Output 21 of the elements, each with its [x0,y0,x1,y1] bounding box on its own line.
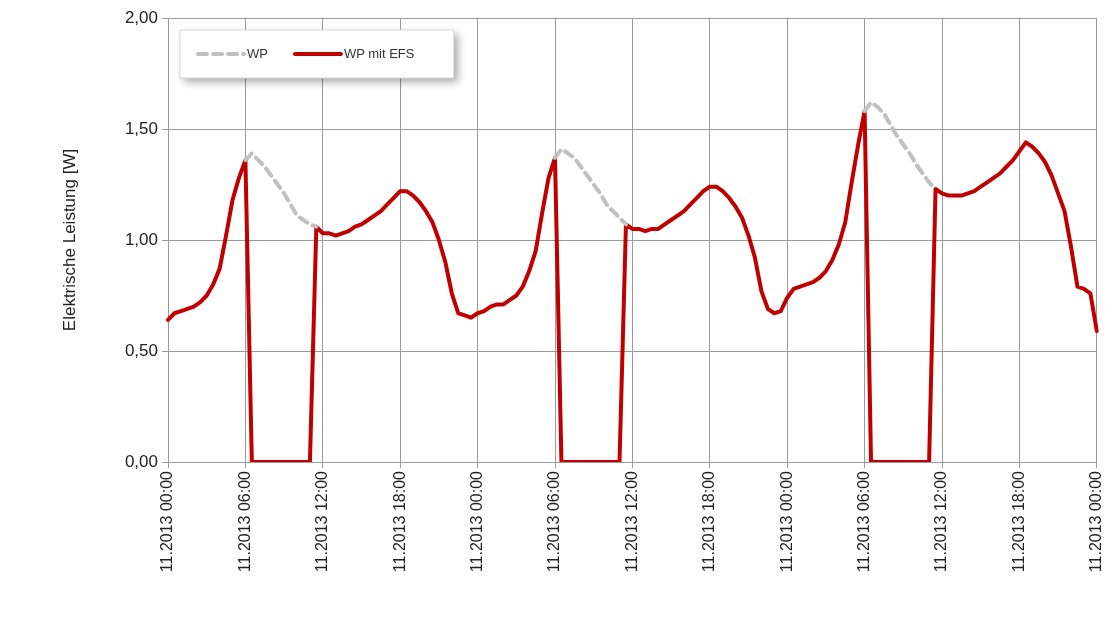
x-tick-label: 11.2013 00:00 [158,470,176,573]
legend-label: WP mit EFS [343,45,415,61]
x-tick-label: 11.2013 06:00 [855,470,873,573]
y-axis-title: Elektrische Leistung [W] [59,148,79,332]
x-tick-label: 11.2013 18:00 [700,470,718,573]
x-tick-label: 11.2013 00:00 [1087,470,1105,573]
x-tick-label: 11.2013 06:00 [545,470,563,573]
x-tick-label: 11.2013 18:00 [390,470,408,573]
y-tick-label: 2,00 [124,7,158,27]
x-tick-label: 11.2013 12:00 [622,470,640,573]
y-tick-label: 1,50 [124,118,158,138]
x-tick-label: 11.2013 06:00 [235,470,253,573]
x-tick-label: 11.2013 12:00 [313,470,331,573]
y-tick-label: 1,00 [124,229,158,249]
y-tick-label: 0,00 [124,451,158,471]
y-tick-label: 0,50 [124,340,158,360]
x-tick-label: 11.2013 00:00 [468,470,486,573]
x-tick-label: 11.2013 18:00 [1009,470,1027,573]
x-tick-label: 11.2013 00:00 [777,470,795,573]
x-tick-label: 11.2013 12:00 [932,470,950,573]
legend-label: WP [247,45,268,61]
